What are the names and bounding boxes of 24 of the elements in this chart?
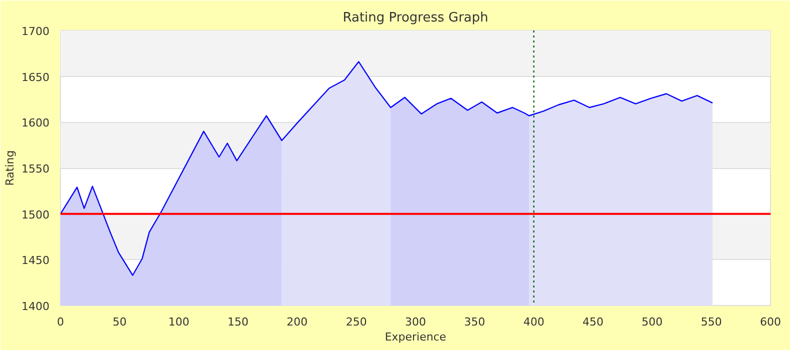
y-tick-label: 1600: [22, 116, 50, 130]
y-tick-label: 1450: [22, 254, 50, 268]
x-tick-label: 100: [168, 316, 190, 328]
x-tick-label: 50: [112, 316, 127, 328]
x-tick-label: 550: [700, 316, 722, 328]
line-series: [60, 61, 714, 276]
x-tick-label: 200: [286, 316, 308, 328]
y-tick-label: 1650: [22, 70, 50, 84]
y-tick-label: 1400: [22, 300, 50, 313]
y-tick-label: 1500: [22, 208, 50, 222]
x-tick-label: 300: [405, 316, 426, 328]
x-tick-label: 250: [346, 316, 367, 328]
x-tick-label: 400: [523, 316, 544, 328]
y-tick-label: 1550: [22, 162, 50, 176]
x-tick-label: 350: [464, 316, 486, 328]
x-axis-title: Experience: [384, 330, 446, 344]
chart-title: Rating Progress Graph: [342, 10, 488, 26]
x-tick-label: 600: [760, 316, 781, 328]
y-axis-title: Rating: [4, 150, 17, 186]
x-tick-label: 500: [642, 316, 663, 328]
x-tick-label: 0: [57, 316, 64, 328]
x-tick-label: 450: [582, 316, 604, 328]
x-tick-label: 150: [228, 316, 248, 328]
y-tick-label: 1700: [22, 25, 50, 38]
